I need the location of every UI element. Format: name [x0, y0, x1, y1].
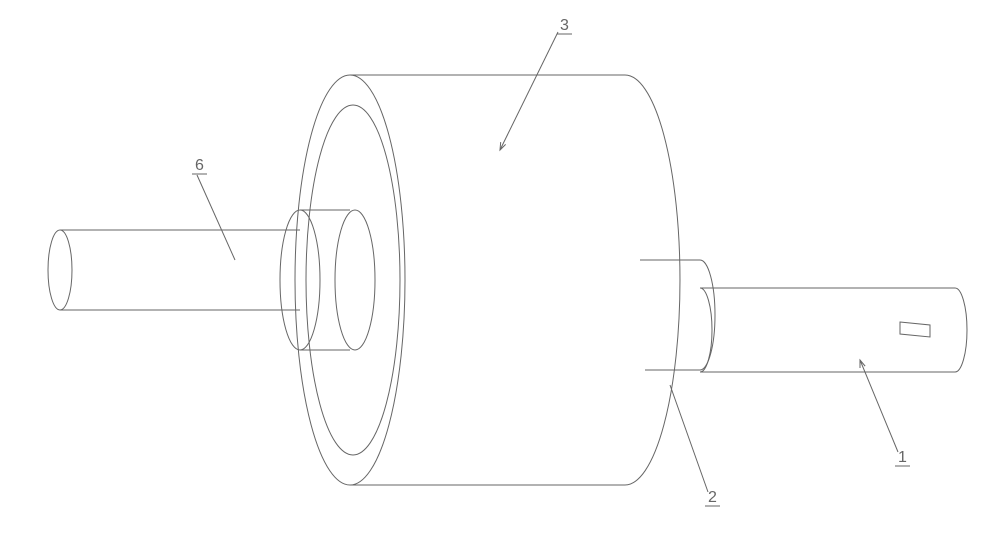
- right-stub-face: [700, 260, 715, 370]
- left-shaft-endcap: [48, 230, 72, 310]
- leader-lines-layer: [192, 32, 910, 506]
- keyway: [900, 322, 930, 337]
- callout-label-1: 1: [898, 449, 907, 466]
- drum-left-hub-ring: [335, 210, 375, 350]
- leader-l1: [860, 360, 898, 452]
- technical-drawing: 1 2 3 6: [0, 0, 1000, 556]
- leader-l2: [670, 385, 708, 492]
- drum-left-face: [295, 75, 405, 485]
- labels-layer: 1 2 3 6: [195, 17, 907, 506]
- parts-layer: [48, 75, 967, 485]
- right-shaft-endcap: [955, 288, 967, 372]
- callout-label-6: 6: [195, 157, 204, 174]
- left-hub-face: [280, 210, 320, 350]
- right-shaft-shoulder: [700, 288, 712, 372]
- callout-label-3: 3: [560, 17, 569, 34]
- leader-l3: [500, 32, 558, 150]
- callout-label-2: 2: [708, 489, 717, 506]
- drum-right-edge: [625, 75, 680, 485]
- leader-l6: [197, 175, 235, 260]
